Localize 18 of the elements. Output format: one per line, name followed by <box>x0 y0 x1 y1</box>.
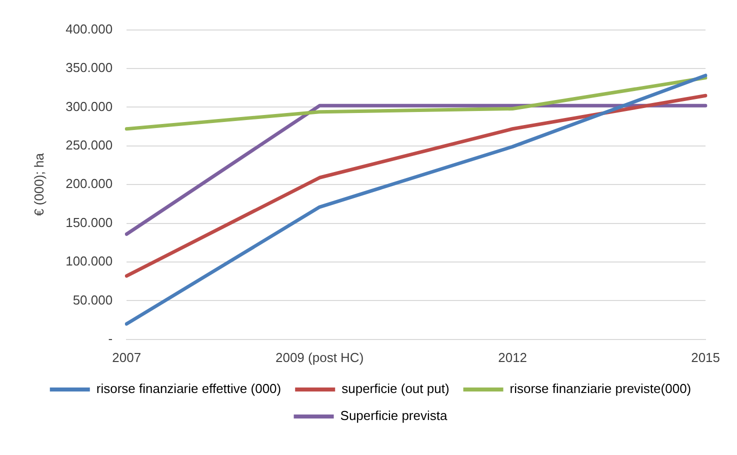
x-tick-label: 2015 <box>691 350 720 365</box>
y-tick-label: 250.000 <box>66 137 113 152</box>
y-tick-label: 300.000 <box>66 98 113 114</box>
y-tick-label: 50.000 <box>72 292 113 308</box>
y-tick-label: 100.000 <box>66 254 113 269</box>
x-tick-label: 2007 <box>112 350 142 365</box>
y-tick-label: - <box>108 330 113 346</box>
legend-label: risorse finanziarie previste(000) <box>510 381 692 396</box>
y-tick-label: 150.000 <box>66 214 113 230</box>
x-tick-label: 2012 <box>498 350 528 365</box>
legend-label: superficie (out put) <box>342 381 450 396</box>
y-tick-label: 200.000 <box>66 176 113 192</box>
y-tick-label: 400.000 <box>66 21 113 36</box>
x-tick-label: 2009 (post HC) <box>275 350 364 365</box>
legend-label: risorse finanziarie effettive (000) <box>96 381 282 396</box>
y-axis-title: € (000); ha <box>31 152 46 216</box>
y-tick-label: 350.000 <box>66 60 113 76</box>
legend-label: Superficie prevista <box>340 408 448 424</box>
